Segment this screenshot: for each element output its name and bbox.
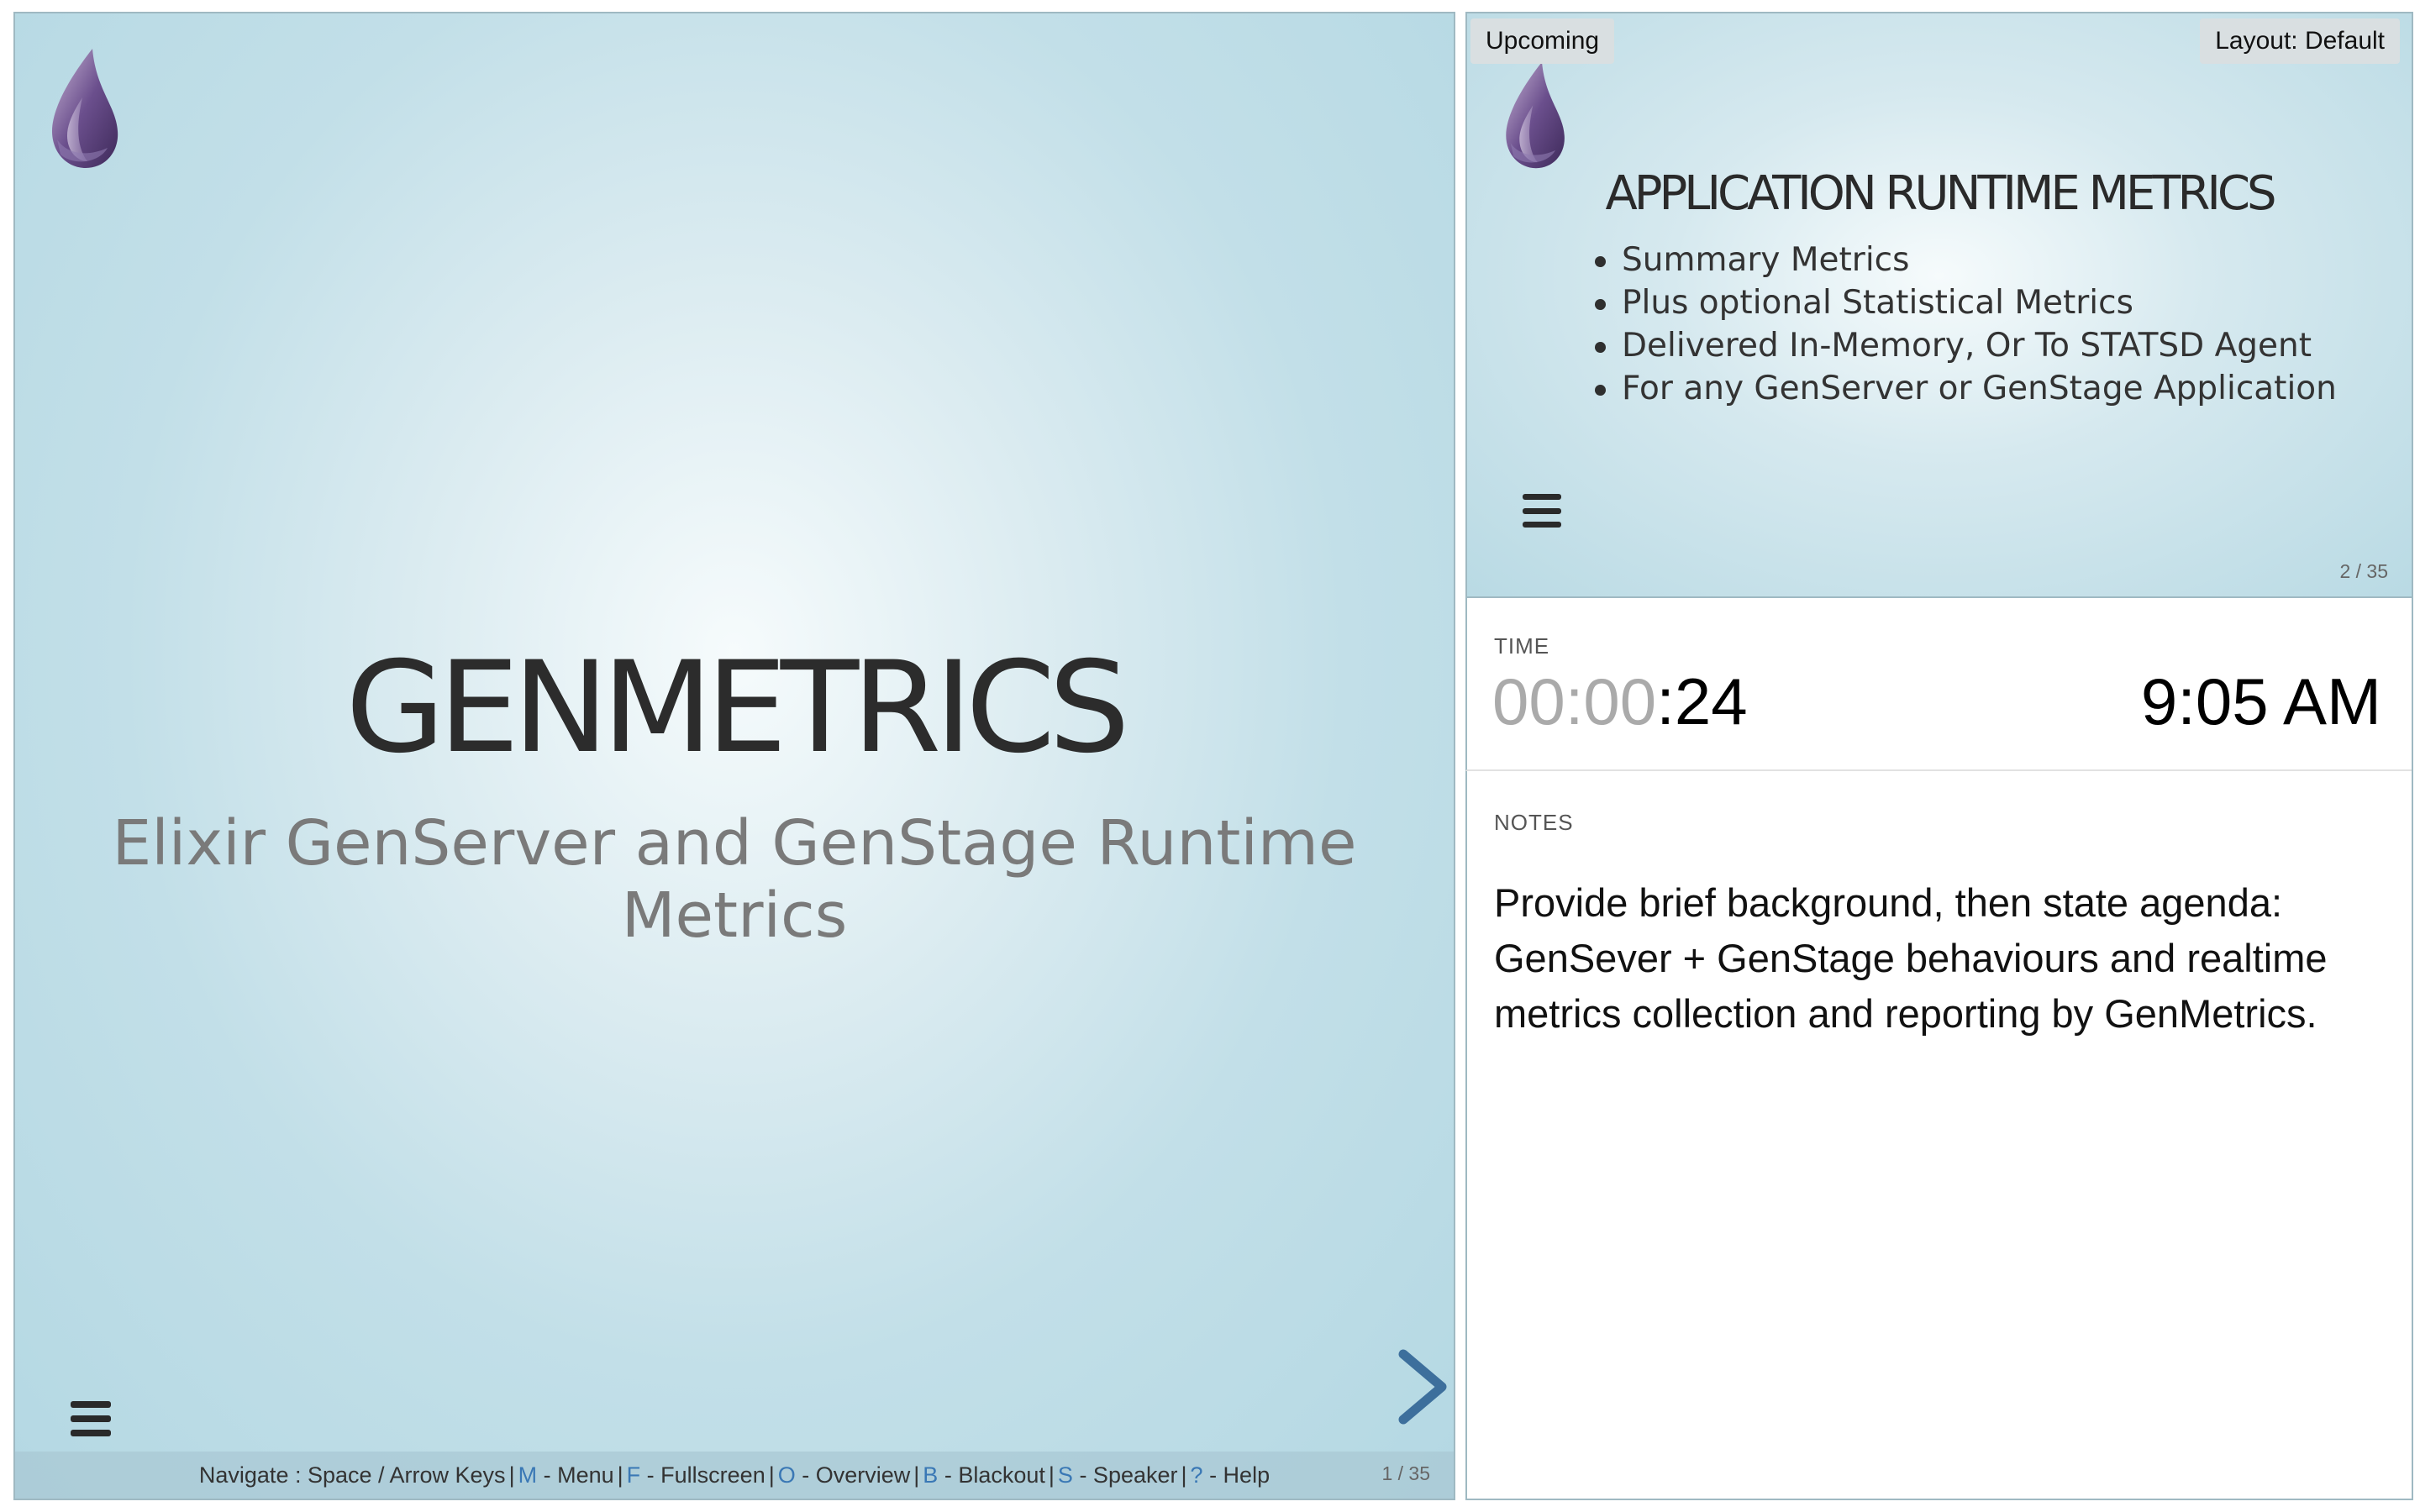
upcoming-slide-number: 2 / 35 (2339, 560, 2388, 582)
upcoming-label: Upcoming (1470, 18, 1615, 64)
help-key-speaker: S (1057, 1462, 1073, 1488)
help-label-help: - Help (1209, 1462, 1270, 1488)
help-key-overview: O (777, 1462, 796, 1488)
slide-title: GENMETRICS (345, 635, 1130, 781)
upcoming-slide-preview: Upcoming Layout: Default APPLICATION RUN… (1465, 12, 2413, 598)
help-navigate: Navigate : Space / Arrow Keys (198, 1462, 506, 1488)
time-panel: TIME 00:00:24 9:05 AM (1465, 598, 2413, 771)
timer-seconds: :24 (1656, 664, 1748, 738)
notes-panel: NOTES Provide brief background, then sta… (1465, 771, 2413, 1500)
clock: 9:05 AM (2140, 664, 2381, 738)
elixir-drop-logo-icon (49, 47, 121, 170)
list-item: For any GenServer or GenStage Applicatio… (1593, 367, 2337, 410)
help-label-blackout: - Blackout (944, 1462, 1045, 1488)
list-item: Summary Metrics (1593, 239, 2337, 281)
slide-number: 1 / 35 (1381, 1462, 1430, 1484)
keyboard-help-bar: Navigate : Space / Arrow Keys | M - Menu… (15, 1452, 1454, 1499)
list-item: Plus optional Statistical Metrics (1593, 281, 2337, 324)
help-key-menu: M (518, 1462, 538, 1488)
help-key-blackout: B (923, 1462, 939, 1488)
slide-subtitle: Elixir GenServer and GenStage Runtime Me… (112, 807, 1357, 952)
upcoming-bullet-list: Summary Metrics Plus optional Statistica… (1593, 239, 2337, 410)
notes-label: NOTES (1494, 810, 1574, 835)
help-label-overview: - Overview (802, 1462, 911, 1488)
time-label: TIME (1494, 633, 1550, 659)
help-key-help: ? (1190, 1462, 1203, 1488)
list-item: Delivered In-Memory, Or To STATSD Agent (1593, 324, 2337, 367)
elixir-drop-logo-icon (1501, 60, 1570, 170)
speaker-notes: Provide brief background, then state age… (1494, 880, 2328, 1036)
hamburger-menu-icon (1523, 494, 1561, 528)
timer-hours-minutes: 00:00 (1492, 664, 1657, 738)
panel-border (2412, 12, 2413, 1500)
upcoming-slide-title: APPLICATION RUNTIME METRICS (1605, 166, 2276, 221)
current-slide: GENMETRICS Elixir GenServer and GenStage… (13, 12, 1455, 1500)
help-label-fullscreen: - Fullscreen (646, 1462, 765, 1488)
chevron-right-icon[interactable] (1393, 1349, 1452, 1425)
elapsed-timer[interactable]: 00:00:24 (1492, 664, 1748, 740)
layout-selector[interactable]: Layout: Default (2200, 18, 2400, 64)
help-key-fullscreen: F (626, 1462, 641, 1488)
help-label-speaker: - Speaker (1079, 1462, 1178, 1488)
help-label-menu: - Menu (543, 1462, 614, 1488)
hamburger-menu-icon[interactable] (71, 1401, 111, 1436)
